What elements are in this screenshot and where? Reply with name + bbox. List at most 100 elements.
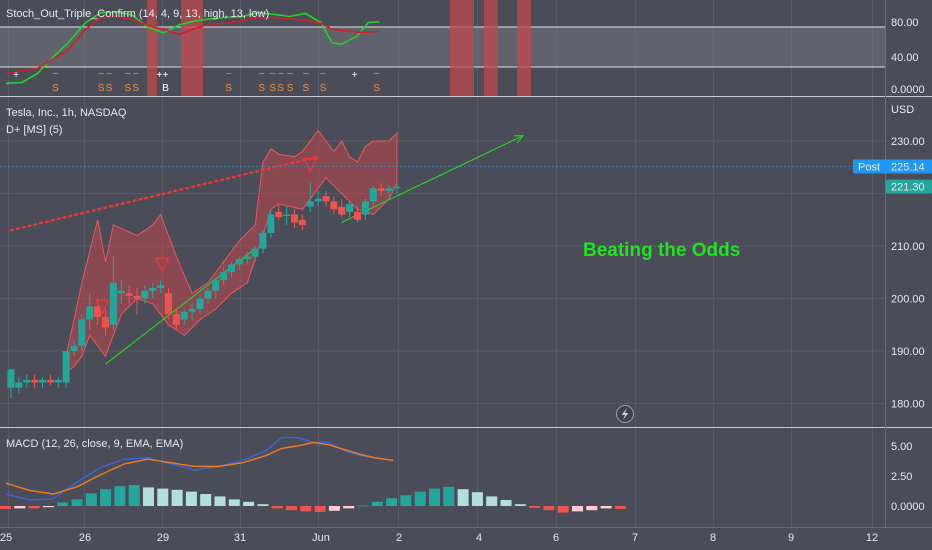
stoch-d-line — [5, 15, 380, 75]
candle-body-36 — [291, 214, 298, 223]
stoch-tick-0: 0.0000 — [891, 84, 925, 96]
indicator-subtitle[interactable]: D+ [MS] (5) — [6, 124, 63, 136]
band-triangle-2 — [303, 157, 318, 174]
candle-body-24 — [196, 298, 204, 309]
candle-body-40 — [322, 196, 330, 202]
stoch-marker-10: S — [269, 83, 276, 94]
candle-body-23 — [188, 309, 196, 312]
candle-body-49 — [393, 186, 401, 189]
stoch-panel[interactable]: + –S–S–S–S–S+ +B–S–S–S–S–S–S–S+ –S Stoch_Ou… — [0, 0, 885, 96]
candle-body-37 — [298, 219, 306, 225]
price-scale[interactable]: 80.00 40.00 0.0000 USD 230.00 210.00 200.0… — [853, 17, 932, 513]
stoch-marker-11: S — [277, 83, 284, 94]
lightning-icon — [621, 408, 629, 420]
macd-hist-bar-30 — [429, 488, 440, 506]
time-axis[interactable]: 25 26 29 31 Jun 2 4 6 7 8 9 12 — [0, 532, 878, 544]
macd-hist-bar-4 — [57, 502, 69, 506]
time-tick-1: 26 — [79, 532, 91, 544]
macd-tick-2-5: 2.50 — [891, 471, 912, 483]
macd-hist-bar-26 — [371, 501, 383, 506]
stoch-marker-dash-8: – — [226, 68, 232, 79]
macd-hist-bar-15 — [214, 496, 226, 506]
stoch-marker-dash-13: – — [303, 68, 309, 79]
macd-panel[interactable]: MACD (12, 26, close, 9, EMA, EMA) — [0, 436, 626, 513]
post-price-value: 225.14 — [891, 162, 925, 174]
macd-hist-bar-21 — [300, 506, 312, 512]
time-tick-2: 29 — [157, 532, 169, 544]
candle-body-29 — [235, 259, 243, 265]
macd-hist-bar-42 — [600, 506, 612, 509]
macd-hist-bar-0 — [0, 506, 11, 509]
candle-body-38 — [306, 201, 314, 207]
time-tick-9: 8 — [710, 532, 716, 544]
time-tick-0: 25 — [0, 532, 12, 544]
candle-body-6 — [54, 379, 62, 383]
post-label: Post — [858, 162, 880, 174]
macd-hist-bar-19 — [271, 506, 283, 509]
band-triangle-1 — [155, 257, 170, 274]
stoch-marker-12: S — [287, 83, 294, 94]
price-tick-3: 200.00 — [891, 294, 925, 306]
stoch-marker-dash-9: – — [259, 68, 265, 79]
macd-hist-bar-9 — [128, 485, 140, 506]
macd-hist-bar-14 — [200, 494, 212, 506]
candle-body-26 — [212, 280, 220, 291]
stoch-title[interactable]: Stoch_Out_Triple_Confirm (14, 4, 9, 13, … — [6, 8, 269, 20]
stoch-marker-dash-11: – — [278, 68, 284, 79]
post-price-badge[interactable]: Post 225.14 — [853, 159, 932, 174]
macd-hist-bar-41 — [586, 506, 598, 511]
macd-tick-5: 5.00 — [891, 441, 912, 453]
band-triangle-0 — [95, 299, 110, 316]
macd-title[interactable]: MACD (12, 26, close, 9, EMA, EMA) — [6, 438, 183, 450]
stoch-overbought-zone — [0, 27, 885, 67]
macd-hist-bar-34 — [486, 496, 498, 506]
candle-body-4 — [39, 379, 46, 383]
stoch-marker-1: S — [52, 83, 59, 94]
stoch-marker-dash-14: – — [320, 68, 326, 79]
candle-body-22 — [180, 311, 188, 320]
price-panel[interactable]: Tesla, Inc., 1h, NASDAQ D+ [MS] (5) Beat… — [0, 107, 885, 423]
stoch-marker-dash-4: – — [125, 68, 131, 79]
macd-histogram — [0, 485, 626, 513]
annotation-text[interactable]: Beating the Odds — [583, 240, 740, 261]
stoch-marker-7: B — [162, 83, 169, 94]
candle-body-46 — [369, 188, 377, 202]
stoch-marker-15: + — [352, 70, 358, 81]
stoch-lines — [5, 11, 380, 85]
candle-body-45 — [361, 201, 369, 215]
candle-body-33 — [267, 214, 275, 233]
stoch-marker-dash-10: – — [270, 68, 276, 79]
stoch-marker-5: S — [132, 83, 139, 94]
macd-hist-bar-3 — [42, 506, 54, 508]
candle-body-5 — [46, 379, 54, 383]
macd-hist-bar-8 — [114, 486, 126, 506]
signal-line — [5, 441, 394, 495]
lightning-button[interactable] — [616, 405, 634, 423]
candle-body-39 — [314, 198, 322, 202]
macd-lines — [5, 436, 394, 501]
macd-hist-bar-28 — [400, 495, 412, 506]
candle-body-30 — [243, 256, 251, 260]
candle-body-16 — [133, 295, 141, 299]
price-tick-0: 230.00 — [891, 136, 925, 148]
macd-hist-bar-33 — [471, 492, 483, 506]
stoch-signal-bar-3 — [484, 0, 498, 96]
time-tick-10: 9 — [788, 532, 794, 544]
macd-hist-bar-18 — [257, 504, 269, 506]
stoch-marker-6: + — [156, 70, 162, 81]
candle-body-17 — [141, 290, 149, 299]
macd-hist-bar-1 — [14, 506, 26, 509]
candle-body-1 — [15, 382, 23, 388]
price-title[interactable]: Tesla, Inc., 1h, NASDAQ — [6, 107, 127, 119]
candle-body-34 — [275, 211, 283, 218]
stoch-marker-plus-7: + — [163, 70, 169, 81]
last-price-badge[interactable]: 221.30 — [886, 179, 932, 194]
macd-hist-bar-35 — [500, 500, 512, 506]
currency-label: USD — [891, 104, 914, 116]
stoch-markers: + –S–S–S–S–S+ +B–S–S–S–S–S–S–S+ –S — [13, 68, 380, 94]
macd-hist-bar-27 — [386, 498, 398, 506]
candle-body-9 — [78, 319, 86, 346]
candle-body-43 — [346, 204, 354, 212]
stoch-marker-16: S — [373, 83, 380, 94]
